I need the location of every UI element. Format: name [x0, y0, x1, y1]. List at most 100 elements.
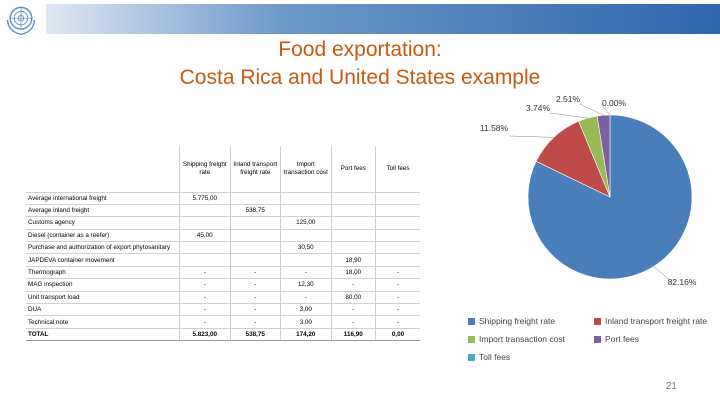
pie-value-label: 2.51%: [556, 94, 581, 104]
row-label: Unit transport load: [26, 290, 180, 304]
table-row: Average international freight 5.775,00: [26, 191, 420, 205]
table-cell: 80,00: [330, 290, 376, 304]
pie-leader-line: [600, 103, 611, 116]
table-cell: [374, 191, 420, 205]
header-bar: [46, 4, 720, 34]
slide-subtitle: Costa Rica and United States example: [179, 66, 541, 89]
legend-item: Import transaction cost: [468, 334, 565, 344]
table-cell: -: [330, 315, 376, 329]
table-cell: 3,00: [280, 315, 332, 329]
pie-value-label: 82.16%: [668, 277, 697, 287]
cost-table: Shipping freight rate Inland transport f…: [26, 146, 420, 342]
table-cell: [374, 241, 420, 254]
table-cell: 174,20: [280, 327, 332, 342]
table-cell: [229, 253, 281, 267]
table-cell: -: [374, 265, 420, 279]
table-cell: [280, 228, 332, 242]
pie-leader-line: [549, 112, 588, 119]
table-cell: 18,90: [330, 253, 376, 267]
table-cell: 538,75: [229, 203, 281, 217]
table-cell: -: [229, 302, 281, 316]
legend-label: Import transaction cost: [479, 334, 565, 344]
table-cell: -: [229, 290, 281, 304]
table-cell: 18,00: [330, 265, 376, 279]
table-cell: -: [179, 315, 231, 329]
table-cell: -: [179, 265, 231, 279]
row-label: TOTAL: [26, 327, 180, 342]
row-label: Thermograph: [26, 265, 180, 279]
un-emblem-icon: [6, 6, 36, 36]
table-cell: [374, 216, 420, 230]
table-cell: -: [374, 278, 420, 292]
legend-item: Port fees: [594, 334, 639, 344]
legend-swatch: [468, 353, 475, 361]
pie-value-label: 0.00%: [602, 98, 627, 108]
table-cell: -: [229, 265, 281, 279]
header-cell: Inland transport freight rate: [229, 146, 281, 192]
pie-leader-line: [509, 135, 554, 138]
table-cell: [179, 253, 231, 267]
table-total-row: TOTAL 5.823,00 538,75 174,20 116,90 0,00: [26, 327, 420, 342]
row-label: DUA: [26, 302, 180, 316]
table-cell: -: [229, 278, 281, 292]
table-cell: -: [374, 290, 420, 304]
table-cell: -: [330, 302, 376, 316]
table-row: JAPDEVA container movement 18,90: [26, 253, 420, 267]
table-cell: -: [374, 302, 420, 316]
table-cell: 5.775,00: [179, 191, 231, 205]
table-cell: [179, 203, 231, 217]
table-cell: [330, 216, 376, 230]
table-cell: [374, 203, 420, 217]
row-label: Average inland freight: [26, 203, 180, 217]
row-label: Customs agency: [26, 216, 180, 230]
legend-item: Inland transport freight rate: [594, 316, 707, 326]
table-cell: 30,50: [280, 241, 332, 254]
table-cell: [229, 241, 281, 254]
row-label: Purchase and authorization of export phy…: [26, 241, 180, 254]
legend-swatch: [594, 317, 601, 325]
table-cell: [280, 253, 332, 267]
table-cell: 45,00: [179, 228, 231, 242]
pie-leader-line: [653, 266, 671, 281]
table-row: MAG inspection - -12,30- -: [26, 278, 420, 292]
table-cell: -: [179, 290, 231, 304]
header-cell: Shipping freight rate: [179, 146, 231, 192]
legend-swatch: [468, 335, 475, 343]
row-label: Diesel (container as a reefer): [26, 228, 180, 242]
table-cell: 125,00: [280, 216, 332, 230]
pie-value-label: 3.74%: [526, 103, 551, 113]
legend-swatch: [468, 317, 475, 325]
table-cell: [229, 216, 281, 230]
table-row: Thermograph - - -18,00-: [26, 265, 420, 279]
table-cell: [229, 191, 281, 205]
pie-leader-line: [579, 103, 604, 116]
table-cell: 0,00: [374, 327, 420, 342]
table-row: Technical note - -3,00- -: [26, 315, 420, 329]
pie-value-label: 11.58%: [480, 123, 509, 133]
table-cell: 116,90: [330, 327, 376, 342]
legend-swatch: [594, 335, 601, 343]
header-cell: Port fees: [330, 146, 376, 192]
table-cell: 12,30: [280, 278, 332, 292]
table-cell: -: [179, 302, 231, 316]
legend-label: Port fees: [605, 334, 640, 344]
table-cell: -: [374, 315, 420, 329]
table-cell: [280, 191, 332, 205]
table-row: Customs agency 125,00: [26, 216, 420, 230]
table-cell: -: [280, 290, 332, 304]
table-header-row: Shipping freight rate Inland transport f…: [26, 146, 420, 192]
table-cell: -: [330, 278, 376, 292]
legend-label: Inland transport freight rate: [605, 316, 708, 326]
row-label: Technical note: [26, 315, 180, 329]
table-cell: [179, 241, 231, 254]
table-cell: [374, 228, 420, 242]
table-cell: -: [179, 278, 231, 292]
table-cell: -: [280, 265, 332, 279]
table-cell: [330, 241, 376, 254]
table-cell: [229, 228, 281, 242]
table-cell: 538,75: [229, 327, 281, 342]
table-row: Diesel (container as a reefer) 45,00: [26, 228, 420, 242]
table-cell: 5.823,00: [179, 327, 231, 342]
header-cell: Import transaction cost: [280, 146, 332, 192]
legend-item: Shipping freight rate: [468, 316, 555, 326]
